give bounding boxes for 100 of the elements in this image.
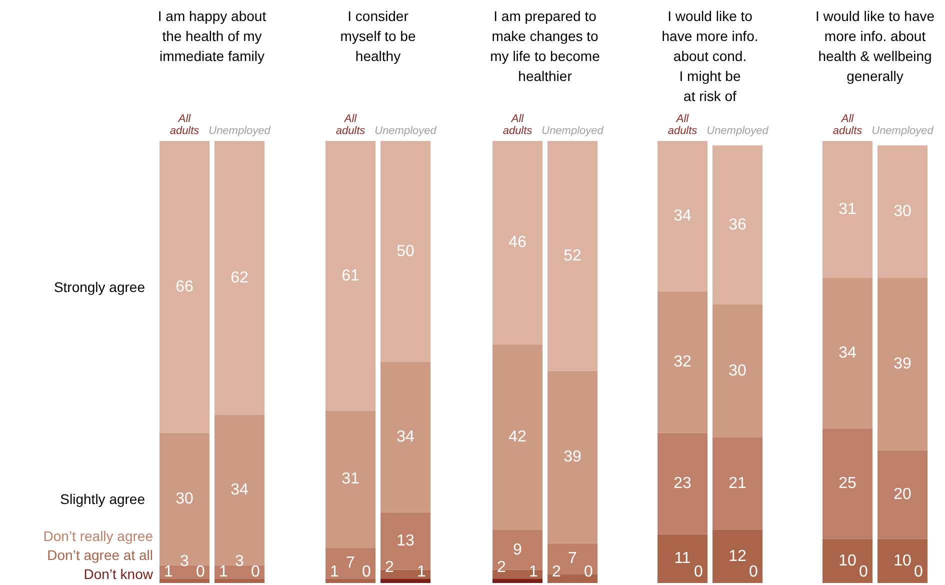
bar [548, 141, 598, 371]
bar [878, 450, 928, 539]
x-tick-label: All adults [170, 113, 200, 137]
bar [658, 534, 708, 583]
data-label: 12 [728, 548, 746, 565]
data-label: 34 [838, 344, 856, 362]
bar [214, 415, 264, 566]
bar [326, 141, 376, 411]
data-label: 31 [342, 470, 360, 488]
chart-title: I would like to have more info. about health & wellbeing generally [815, 8, 935, 84]
bar [548, 370, 598, 544]
series-label: Don’t really agree [43, 528, 154, 544]
bar [712, 304, 762, 438]
bar [492, 141, 542, 344]
data-label: 2 [552, 564, 562, 580]
bar [822, 538, 872, 583]
data-label: 1 [529, 564, 538, 580]
bar [712, 145, 762, 305]
data-label: 3 [235, 553, 244, 570]
data-label: 66 [176, 278, 194, 296]
data-label: 21 [728, 475, 746, 492]
data-label: 32 [674, 354, 692, 370]
data-label: 39 [564, 448, 582, 466]
data-label: 61 [342, 267, 360, 284]
bar [160, 141, 210, 433]
data-label: 36 [728, 216, 746, 234]
data-label: 1 [330, 564, 340, 580]
data-label: 30 [894, 203, 912, 220]
data-label: 0 [584, 564, 594, 580]
bar [878, 278, 928, 450]
data-label: 11 [674, 550, 691, 568]
series-label: Don’t agree at all [47, 547, 153, 563]
data-label: 0 [749, 564, 758, 580]
bar [822, 141, 872, 278]
bar [326, 548, 376, 579]
data-label: 30 [176, 490, 194, 508]
bar [160, 432, 210, 566]
x-tick-label: All adults [502, 113, 533, 137]
chart-title: I am prepared to make changes to my life to become healthier [490, 8, 600, 84]
data-label: 31 [838, 201, 856, 218]
data-label: 50 [396, 243, 414, 260]
data-label: 2 [385, 559, 394, 576]
bar [822, 428, 872, 539]
x-tick-label: Unemployed [208, 125, 272, 137]
data-label: 52 [564, 247, 582, 264]
bar [712, 530, 762, 583]
data-label: 1 [164, 564, 174, 580]
x-tick-label: All adults [832, 113, 863, 137]
data-label: 3 [180, 553, 190, 570]
bar [822, 278, 872, 428]
data-label: 9 [513, 541, 522, 558]
bar [380, 141, 430, 362]
bar [214, 578, 264, 583]
x-tick-label: Unemployed [706, 125, 770, 137]
series-label: Strongly agree [54, 278, 146, 295]
data-label: 2 [497, 559, 506, 576]
data-label: 23 [674, 475, 692, 492]
data-label: 10 [838, 552, 856, 570]
x-tick-label: Unemployed [542, 125, 604, 137]
data-label: 34 [396, 428, 414, 446]
data-label: 0 [859, 564, 868, 580]
data-label: 46 [508, 234, 526, 252]
bar [380, 362, 430, 512]
bar [658, 291, 708, 433]
series-label: Don’t know [84, 566, 154, 582]
data-label: 42 [508, 428, 526, 446]
data-label: 0 [251, 564, 260, 580]
data-label: 0 [196, 564, 206, 580]
data-label: 10 [894, 552, 912, 570]
data-label: 30 [728, 362, 746, 380]
chart-title: I consider myself to be healthy [340, 8, 416, 64]
data-label: 62 [230, 270, 248, 287]
x-tick-label: Unemployed [872, 125, 934, 137]
data-label: 39 [894, 356, 912, 373]
bar [658, 141, 708, 292]
bar [326, 578, 376, 583]
bar [492, 344, 542, 530]
x-tick-label: All adults [668, 113, 698, 137]
bar [878, 538, 928, 583]
bar [878, 145, 928, 278]
bar [712, 437, 762, 530]
series-label: Slightly agree [60, 491, 146, 508]
data-label: 0 [694, 564, 704, 580]
x-tick-label: Unemployed [374, 125, 438, 137]
data-label: 25 [838, 475, 856, 492]
data-label: 1 [219, 564, 228, 580]
chart-title: I would like to have more info. about cond. I might be at risk of [662, 8, 758, 104]
bar [160, 578, 210, 583]
data-label: 1 [417, 564, 426, 580]
data-label: 0 [362, 564, 372, 580]
bar [380, 578, 430, 583]
data-label: 13 [396, 532, 414, 550]
data-label: 0 [914, 564, 924, 580]
data-label: 34 [674, 208, 692, 225]
data-label: 7 [346, 554, 356, 572]
data-label: 34 [230, 482, 248, 499]
bar [658, 432, 708, 534]
data-label: 20 [894, 486, 912, 504]
bar [492, 578, 542, 583]
bar [214, 141, 264, 416]
